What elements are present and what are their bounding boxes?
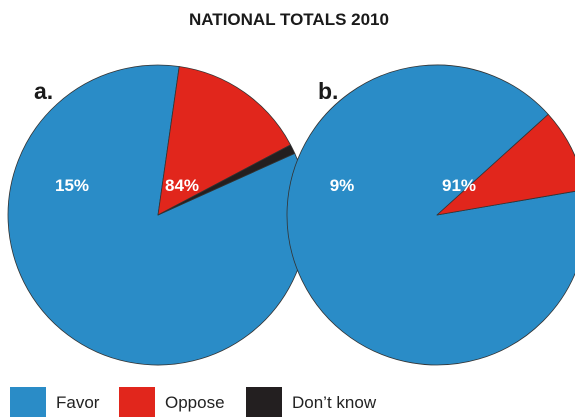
pie-a <box>7 64 309 366</box>
legend-swatch-oppose <box>119 387 155 417</box>
pie-b-label-favor: 91% <box>442 176 476 195</box>
pie-b <box>286 64 575 366</box>
pie-a-slice-don-t-know <box>157 144 296 216</box>
pie-b-label-oppose: 9% <box>330 176 355 195</box>
legend-swatch-dont-know <box>246 387 282 417</box>
chart-title: NATIONAL TOTALS 2010 <box>189 10 389 29</box>
pie-b-slice-oppose <box>436 113 575 216</box>
panel-label-a: a. <box>34 78 53 104</box>
panel-label-b: b. <box>318 78 338 104</box>
legend: Favor Oppose Don’t know <box>10 387 377 417</box>
pie-b-slice-favor <box>286 64 575 366</box>
legend-label-oppose: Oppose <box>165 393 225 412</box>
pie-a-label-favor: 84% <box>165 176 199 195</box>
legend-label-favor: Favor <box>56 393 100 412</box>
pie-a-slice-oppose <box>157 66 291 216</box>
legend-swatch-favor <box>10 387 46 417</box>
legend-label-dont-know: Don’t know <box>292 393 377 412</box>
pie-a-label-oppose: 15% <box>55 176 89 195</box>
